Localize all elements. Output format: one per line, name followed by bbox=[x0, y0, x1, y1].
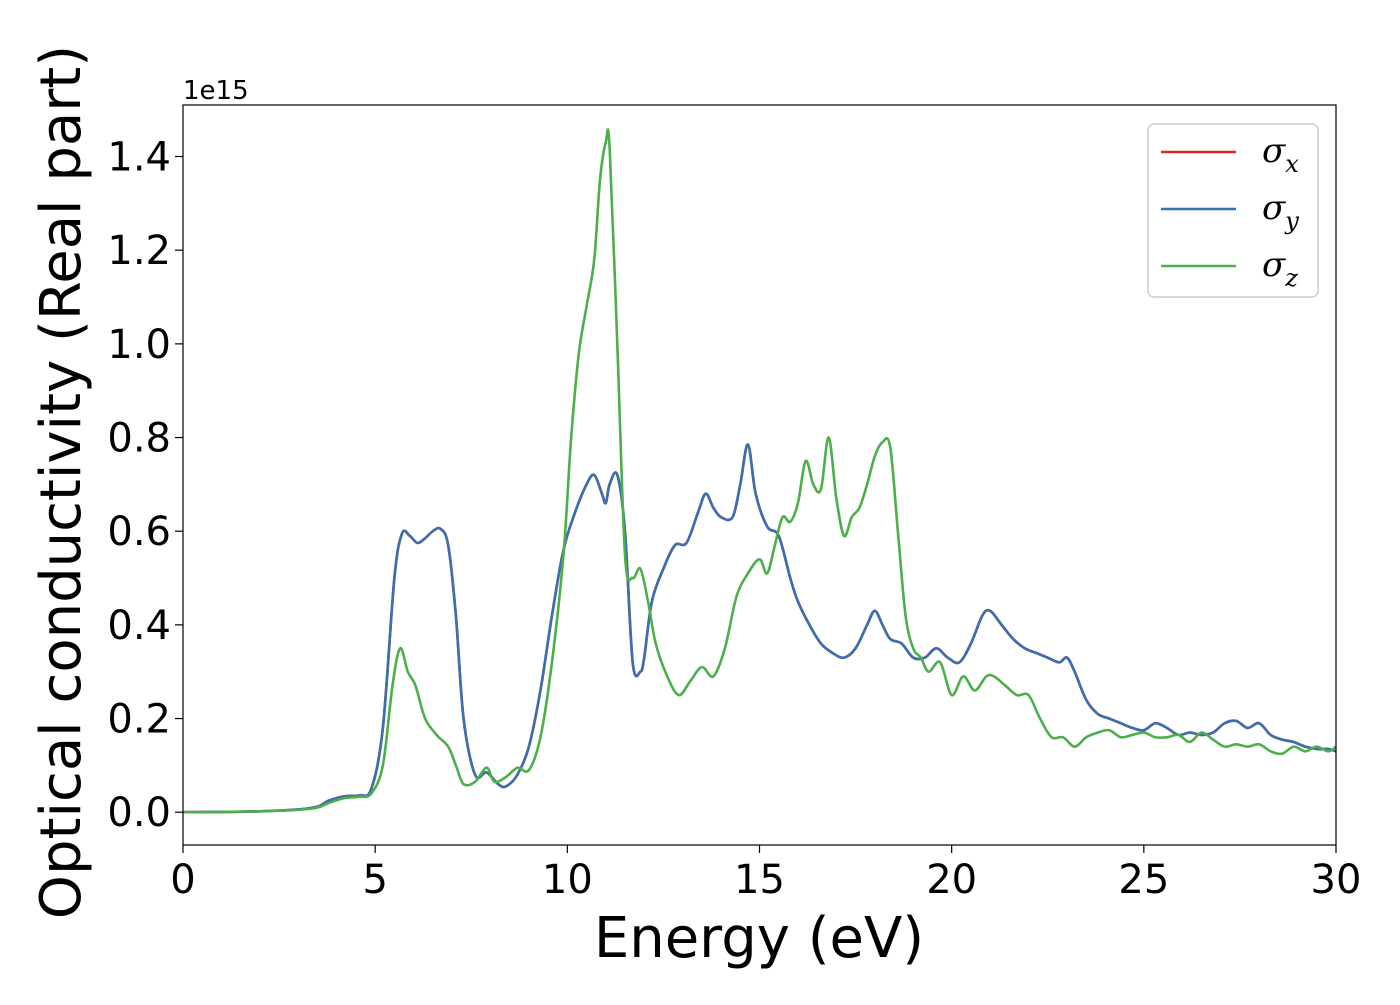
y-tick-label: 0.6 bbox=[107, 509, 171, 555]
x-axis-title: Energy (eV) bbox=[594, 906, 924, 971]
x-tick-label: 30 bbox=[1311, 857, 1362, 903]
y-tick-label: 1.0 bbox=[107, 322, 171, 368]
y-axis-title: Optical conductivity (Real part) bbox=[29, 45, 94, 919]
x-tick-label: 20 bbox=[926, 857, 977, 903]
x-tick-label: 15 bbox=[734, 857, 785, 903]
y-tick-label: 0.4 bbox=[107, 603, 171, 649]
y-tick-label: 1.4 bbox=[107, 135, 171, 181]
legend-box bbox=[1147, 123, 1319, 298]
y-tick-label: 0.0 bbox=[107, 790, 171, 836]
legend-label-x: σx bbox=[1262, 131, 1299, 178]
x-tick-label: 5 bbox=[362, 857, 387, 903]
axis-ticks: 0 5 10 15 20 25 30 0.0 0.2 0.4 0.6 0.8 1.0 1.2 1.4 bbox=[107, 135, 1361, 903]
y-tick-label: 0.8 bbox=[107, 416, 171, 462]
x-tick-label: 0 bbox=[170, 857, 195, 903]
series-line-z bbox=[182, 128, 1337, 814]
legend-label-y: σy bbox=[1262, 188, 1299, 235]
series-line-x bbox=[182, 443, 1337, 814]
y-axis-offset-label: 1e15 bbox=[183, 76, 249, 106]
series-line-y bbox=[182, 443, 1337, 814]
x-tick-label: 25 bbox=[1118, 857, 1169, 903]
y-tick-label: 0.2 bbox=[107, 697, 171, 743]
y-tick-label: 1.2 bbox=[107, 228, 171, 274]
x-tick-label: 10 bbox=[542, 857, 593, 903]
data-lines bbox=[182, 128, 1337, 814]
